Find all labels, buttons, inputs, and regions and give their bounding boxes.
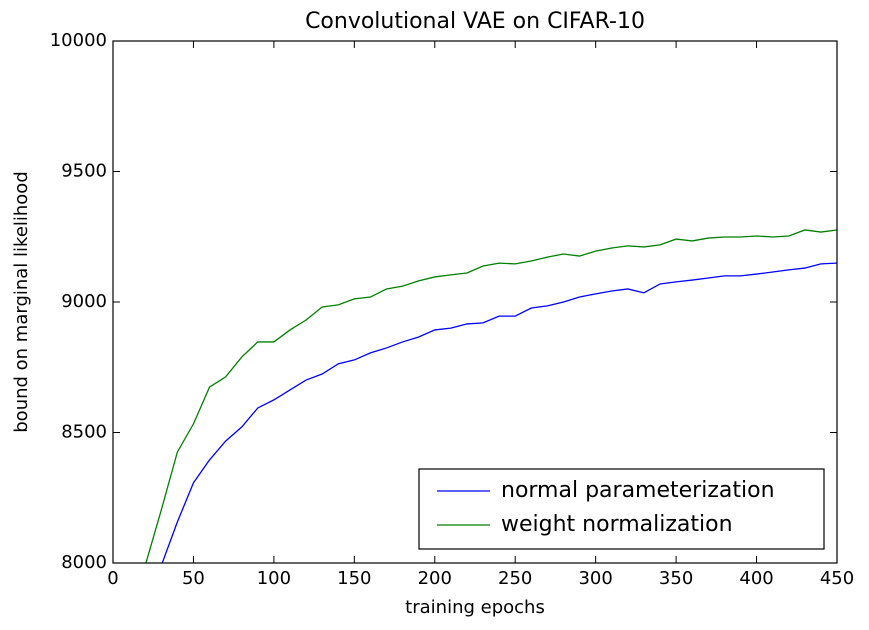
x-axis-label: training epochs <box>405 597 545 618</box>
series-line <box>161 262 837 563</box>
x-tick-label: 350 <box>659 568 693 589</box>
y-tick-label: 9000 <box>61 291 107 312</box>
y-tick-label: 9500 <box>61 161 107 182</box>
x-tick-label: 250 <box>498 568 532 589</box>
x-tick-label: 400 <box>739 568 773 589</box>
y-tick-label: 10000 <box>50 30 107 51</box>
legend-label: normal parameterization <box>501 478 775 503</box>
y-tick-label: 8500 <box>61 422 107 443</box>
x-tick-label: 200 <box>418 568 452 589</box>
x-tick-label: 300 <box>578 568 612 589</box>
y-tick-label: 8000 <box>61 552 107 573</box>
x-tick-label: 450 <box>820 568 854 589</box>
plot-area <box>145 229 837 563</box>
legend-box <box>418 468 825 550</box>
legend-label: weight normalization <box>501 512 733 537</box>
chart-title: Convolutional VAE on CIFAR-10 <box>305 9 645 34</box>
x-tick-label: 50 <box>182 568 205 589</box>
series-line <box>145 229 837 563</box>
x-tick-label: 0 <box>107 568 118 589</box>
x-tick-label: 100 <box>257 568 291 589</box>
x-tick-label: 150 <box>337 568 371 589</box>
y-axis-label: bound on marginal likelihood <box>11 171 32 433</box>
